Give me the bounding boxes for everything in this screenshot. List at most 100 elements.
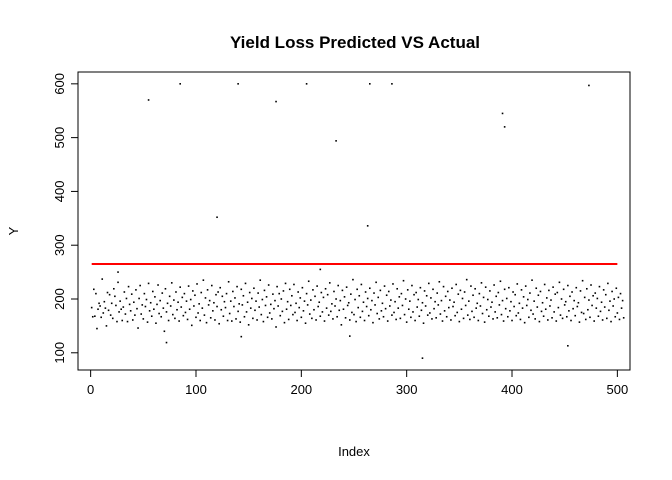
data-point bbox=[591, 304, 593, 307]
data-point bbox=[294, 311, 296, 314]
data-point bbox=[406, 289, 409, 291]
data-point bbox=[202, 279, 205, 281]
data-point bbox=[445, 315, 448, 318]
data-point bbox=[401, 304, 404, 307]
data-point bbox=[606, 317, 608, 320]
data-point bbox=[195, 316, 197, 319]
data-point bbox=[97, 308, 99, 311]
data-point bbox=[216, 305, 218, 308]
data-point bbox=[331, 303, 333, 305]
data-point bbox=[509, 310, 511, 312]
data-point bbox=[543, 283, 546, 286]
data-point bbox=[524, 285, 527, 287]
data-point bbox=[471, 310, 473, 313]
data-point bbox=[399, 317, 402, 320]
data-point bbox=[315, 319, 317, 321]
data-point bbox=[510, 300, 512, 303]
data-point bbox=[542, 315, 545, 318]
data-point bbox=[139, 284, 141, 287]
data-point bbox=[550, 299, 552, 301]
data-point bbox=[440, 299, 443, 302]
data-point bbox=[557, 306, 560, 309]
data-point bbox=[581, 279, 584, 282]
data-point bbox=[199, 319, 201, 322]
data-point bbox=[219, 286, 222, 289]
data-point bbox=[504, 307, 507, 310]
data-point bbox=[213, 301, 215, 304]
data-point bbox=[453, 301, 455, 304]
data-point bbox=[251, 297, 253, 300]
data-point bbox=[442, 285, 445, 288]
data-point bbox=[292, 313, 294, 316]
data-point bbox=[598, 285, 601, 288]
data-point bbox=[470, 285, 472, 287]
data-point bbox=[330, 310, 332, 313]
data-point bbox=[549, 305, 551, 307]
data-point bbox=[387, 290, 390, 293]
data-point bbox=[200, 291, 203, 294]
data-point bbox=[109, 314, 112, 316]
data-point bbox=[144, 305, 147, 308]
data-point bbox=[124, 313, 127, 315]
data-point bbox=[426, 314, 429, 316]
data-point bbox=[604, 293, 607, 296]
data-point bbox=[400, 292, 403, 295]
data-point bbox=[218, 322, 220, 325]
data-point bbox=[275, 100, 277, 103]
data-point bbox=[285, 308, 288, 311]
data-point bbox=[422, 322, 425, 324]
data-point bbox=[127, 285, 130, 288]
data-point bbox=[222, 315, 225, 318]
data-point bbox=[203, 314, 206, 316]
data-point bbox=[481, 312, 484, 315]
data-point bbox=[107, 309, 110, 312]
data-point bbox=[305, 292, 308, 295]
data-point bbox=[282, 290, 285, 292]
x-tick-label: 300 bbox=[396, 382, 418, 397]
data-point bbox=[590, 284, 592, 286]
data-point bbox=[472, 294, 474, 297]
data-point bbox=[279, 314, 282, 317]
data-point bbox=[373, 292, 375, 294]
data-point bbox=[340, 324, 343, 326]
data-point bbox=[215, 293, 217, 296]
data-point bbox=[151, 290, 154, 293]
data-point bbox=[240, 288, 243, 291]
data-point bbox=[284, 282, 287, 285]
data-point bbox=[326, 293, 329, 296]
data-point bbox=[503, 288, 506, 291]
data-point bbox=[586, 287, 588, 290]
data-point bbox=[208, 299, 211, 302]
data-point bbox=[390, 299, 392, 301]
data-point bbox=[305, 83, 308, 85]
data-point bbox=[575, 286, 578, 289]
data-point bbox=[391, 314, 393, 316]
data-point bbox=[296, 319, 298, 322]
data-point bbox=[571, 291, 573, 293]
data-point bbox=[584, 318, 587, 321]
data-point bbox=[177, 301, 179, 304]
data-point bbox=[323, 320, 326, 322]
data-point bbox=[93, 288, 95, 291]
data-point bbox=[154, 296, 156, 298]
data-point bbox=[337, 284, 339, 287]
data-point bbox=[594, 292, 597, 294]
data-point bbox=[214, 319, 216, 321]
data-point bbox=[574, 314, 577, 317]
data-point bbox=[455, 283, 457, 286]
data-point bbox=[116, 320, 118, 323]
data-point bbox=[301, 286, 304, 289]
data-point bbox=[511, 319, 513, 322]
data-point bbox=[410, 316, 412, 319]
data-point bbox=[613, 298, 615, 300]
data-point bbox=[117, 271, 119, 273]
data-point bbox=[166, 302, 169, 305]
data-point bbox=[346, 304, 349, 307]
data-point bbox=[99, 305, 101, 307]
data-point bbox=[414, 319, 416, 322]
data-point bbox=[304, 322, 307, 324]
data-point bbox=[389, 305, 391, 307]
y-tick-label: 400 bbox=[52, 181, 67, 203]
data-point bbox=[608, 309, 610, 312]
data-point bbox=[436, 292, 439, 294]
